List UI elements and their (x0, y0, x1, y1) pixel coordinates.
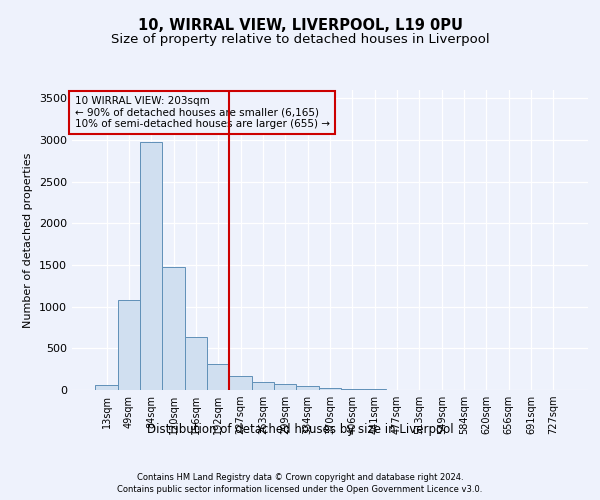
Bar (207, 364, 229, 390)
Bar (252, 382, 274, 390)
Text: 10, WIRRAL VIEW, LIVERPOOL, L19 0PU: 10, WIRRAL VIEW, LIVERPOOL, L19 0PU (137, 18, 463, 32)
Text: Contains public sector information licensed under the Open Government Licence v3: Contains public sector information licen… (118, 485, 482, 494)
Y-axis label: Number of detached properties: Number of detached properties (23, 152, 34, 328)
Bar (140, 142, 163, 390)
Text: Size of property relative to detached houses in Liverpool: Size of property relative to detached ho… (110, 32, 490, 46)
Text: Contains HM Land Registry data © Crown copyright and database right 2024.: Contains HM Land Registry data © Crown c… (137, 472, 463, 482)
Bar (274, 384, 296, 390)
Bar (118, 300, 140, 390)
Bar (296, 386, 319, 390)
Text: Distribution of detached houses by size in Liverpool: Distribution of detached houses by size … (146, 422, 454, 436)
Text: 10 WIRRAL VIEW: 203sqm
← 90% of detached houses are smaller (6,165)
10% of semi-: 10 WIRRAL VIEW: 203sqm ← 90% of detached… (74, 96, 329, 129)
Bar (95, 386, 118, 390)
Bar (341, 389, 364, 390)
Bar (364, 389, 386, 390)
Bar (185, 337, 207, 390)
Bar (163, 266, 185, 390)
Bar (319, 388, 341, 390)
Bar (229, 376, 252, 390)
